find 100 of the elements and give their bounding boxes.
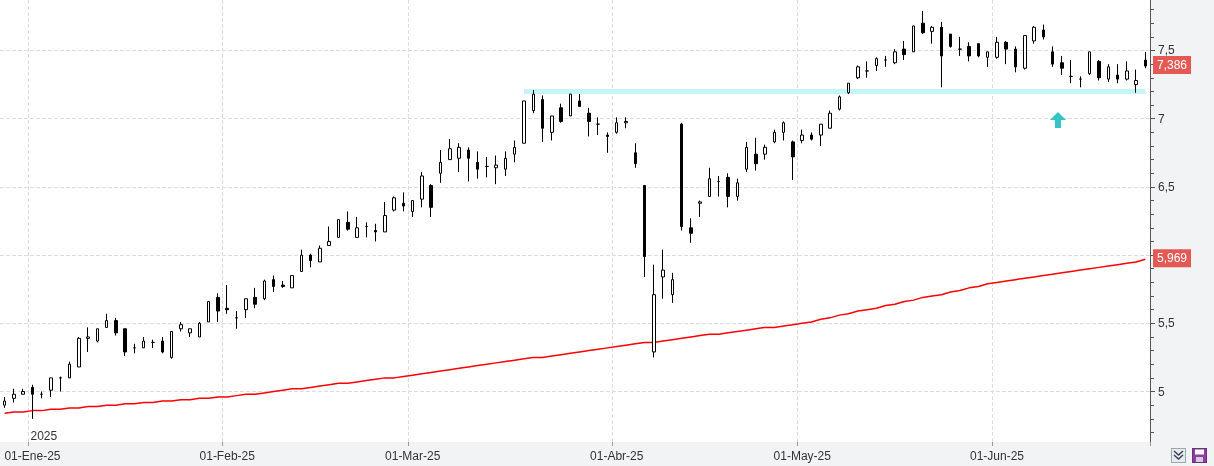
x-tick-label: 01-Ene-25 [4,449,61,463]
candlestick [290,275,294,289]
candlestick [318,245,322,263]
candlestick [179,321,183,332]
candlestick [346,210,350,232]
candlestick [281,280,285,289]
candlestick [244,298,248,319]
candlestick [606,131,609,154]
candlestick [392,195,396,212]
annotation: 7,386 [1157,58,1188,73]
candlestick [494,155,498,185]
candlestick [198,321,201,338]
candlestick [1134,69,1138,94]
candlestick [300,249,303,272]
candlestick [1042,24,1045,41]
candlestick [188,328,192,338]
candlestick [532,89,535,114]
candlestick [828,110,832,129]
candlestick [763,144,767,161]
candlestick [671,272,674,304]
candlestick [1069,59,1073,84]
candlestick [578,93,581,107]
candlestick [958,36,962,57]
y-tick-label: 5,5 [1158,316,1176,331]
candlestick [643,185,646,278]
candlestick [1088,51,1091,76]
candlestick [865,60,869,79]
candlestick [1051,45,1054,68]
candlestick [448,138,452,161]
candlestick [12,388,16,403]
candlestick [680,122,683,232]
candlestick [272,275,275,293]
candlestick [49,377,53,398]
candlestick [68,361,71,379]
annotation: 5,969 [1157,251,1188,266]
candlestick [1116,63,1119,84]
x-tick-label: 01-May-25 [773,449,832,463]
candlestick [309,253,312,268]
candlestick [142,336,145,349]
candlestick [930,25,934,45]
candlestick [253,287,257,309]
candlestick [782,120,785,142]
candlestick [59,376,62,393]
candlestick [327,225,331,247]
x-tick-label: 01-Jun-25 [969,449,1025,463]
candlestick [31,384,34,420]
candlestick [912,25,915,53]
candlestick [800,129,804,144]
candlestick [893,48,897,65]
candlestick [708,167,711,197]
candlestick [615,116,618,135]
candlestick [986,51,989,68]
candlestick [235,310,238,330]
candlestick [967,41,971,62]
x-tick-label: 01-Abr-25 [590,449,644,463]
candlestick [429,183,433,218]
candlestick [216,292,220,323]
candlestick [949,33,952,49]
candlestick [977,43,980,58]
candlestick [504,150,507,177]
candlestick [875,56,878,72]
candlestick [940,21,943,88]
candlestick [114,317,118,337]
candlestick [225,284,229,315]
candlestick [467,146,470,182]
candlestick [838,94,841,111]
candlestick [337,219,340,238]
candlestick [21,388,25,395]
candlestick [652,264,656,358]
candlestick [661,249,665,300]
candlestick [411,200,414,218]
candlestick [485,156,489,178]
candlestick [634,142,637,169]
candlestick [383,201,387,233]
candlestick [1060,55,1064,76]
candlestick [1014,45,1017,73]
candlestick [587,107,591,137]
candlestick [522,100,526,144]
candlestick [754,137,758,172]
candlestick [624,116,628,129]
candlestick [1144,51,1147,69]
candlestick [1023,34,1027,71]
y-tick-label: 6,5 [1158,179,1176,194]
candlestick [819,123,823,147]
candlestick [96,328,99,343]
candlestick [902,40,906,61]
candlestick [355,216,359,238]
candlestick [698,200,702,218]
candlestick [457,142,461,173]
candlestick [365,221,368,238]
candlestick [810,131,813,142]
candlestick [86,326,90,353]
candlestick [1125,60,1129,81]
x-tick-label: 01-Mar-25 [385,449,441,463]
candlestick [921,10,925,35]
y-tick-label: 5 [1158,384,1165,399]
candlestick [847,82,850,95]
candlestick [77,336,81,368]
candlestick [541,94,544,143]
candlestick [170,331,173,360]
